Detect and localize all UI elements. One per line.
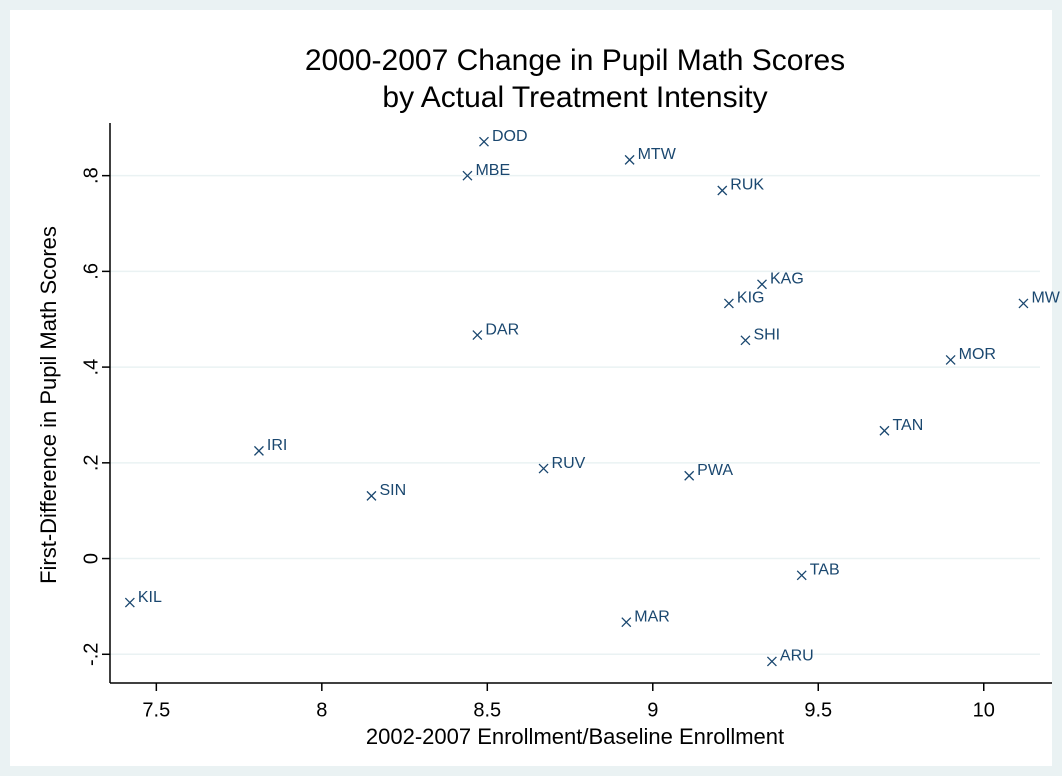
point: [796, 570, 807, 581]
point-label: KIL: [138, 589, 162, 606]
point-label: KIG: [737, 290, 765, 307]
point: [740, 335, 751, 346]
x-tick-label: 9: [647, 699, 658, 721]
x-tick-label: 8: [316, 699, 327, 721]
point: [766, 656, 777, 667]
y-tick-label: .4: [80, 359, 102, 376]
point-label: MOR: [959, 346, 996, 363]
y-tick-label: .2: [80, 454, 102, 471]
point-label: MW: [1031, 290, 1060, 307]
x-tick-label: 7.5: [142, 699, 170, 721]
y-tick-label: 0: [80, 553, 102, 564]
graph-region: [10, 10, 1052, 766]
point-label: RUK: [730, 177, 764, 194]
point-label: SIN: [379, 482, 406, 499]
point-label: MAR: [634, 608, 670, 625]
point: [757, 279, 767, 290]
point: [717, 185, 728, 196]
point: [723, 298, 734, 309]
point: [621, 617, 632, 628]
point-label: MTW: [638, 146, 677, 163]
x-tick-label: 9.5: [804, 699, 832, 721]
point: [479, 136, 489, 147]
point-label: TAN: [892, 417, 923, 434]
y-tick-label: -.2: [80, 643, 102, 666]
point: [462, 170, 473, 181]
y-axis-title: First-Difference in Pupil Math Scores: [36, 226, 61, 584]
point-label: ARU: [780, 648, 814, 665]
point: [879, 425, 890, 436]
y-tick-label: .6: [80, 263, 102, 280]
point-label: IRI: [267, 437, 287, 454]
point: [624, 154, 635, 165]
point-label: RUV: [552, 455, 586, 472]
point-label: TAB: [810, 562, 840, 579]
point: [472, 330, 483, 340]
x-tick-label: 8.5: [473, 699, 501, 721]
point-label: PWA: [697, 462, 733, 479]
point-label: KAG: [770, 271, 804, 288]
point: [945, 354, 956, 365]
point: [1018, 298, 1029, 309]
x-axis-title: 2002-2007 Enrollment/Baseline Enrollment: [366, 724, 784, 749]
point-label: SHI: [753, 327, 780, 344]
point: [538, 463, 549, 474]
point-label: MBE: [475, 162, 510, 179]
x-tick-label: 10: [973, 699, 995, 721]
point: [253, 445, 264, 456]
chart-subtitle: by Actual Treatment Intensity: [382, 81, 767, 114]
point-label: DOD: [492, 128, 528, 145]
y-tick-label: .8: [80, 167, 102, 184]
point-label: DAR: [485, 321, 519, 338]
point: [124, 597, 135, 608]
point: [366, 490, 377, 501]
chart-title: 2000-2007 Change in Pupil Math Scores: [305, 44, 845, 77]
point: [684, 470, 695, 481]
